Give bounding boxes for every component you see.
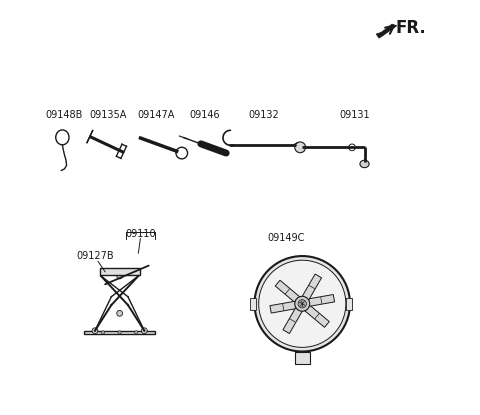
FancyBboxPatch shape (346, 298, 352, 310)
FancyBboxPatch shape (100, 268, 140, 275)
Circle shape (117, 310, 122, 316)
Circle shape (92, 328, 98, 334)
FancyBboxPatch shape (84, 331, 155, 334)
Polygon shape (275, 280, 329, 327)
Circle shape (298, 300, 306, 308)
Polygon shape (270, 295, 335, 313)
Circle shape (134, 331, 138, 334)
Circle shape (117, 273, 122, 279)
Circle shape (254, 256, 350, 352)
Circle shape (118, 331, 121, 334)
Text: 09147A: 09147A (137, 110, 174, 120)
Text: FR.: FR. (396, 19, 426, 37)
FancyBboxPatch shape (251, 298, 256, 310)
Text: 09110: 09110 (126, 229, 156, 239)
Text: 09131: 09131 (340, 110, 370, 120)
FancyBboxPatch shape (295, 352, 310, 364)
Text: 09132: 09132 (248, 110, 279, 120)
Text: 09135A: 09135A (90, 110, 127, 120)
Text: 09127B: 09127B (76, 251, 114, 261)
Circle shape (295, 142, 306, 153)
Text: 09146: 09146 (190, 110, 220, 120)
Circle shape (259, 260, 346, 347)
Circle shape (295, 296, 310, 311)
Circle shape (101, 331, 105, 334)
Circle shape (142, 328, 147, 334)
Text: 09149C: 09149C (267, 233, 304, 243)
Polygon shape (283, 274, 322, 334)
Ellipse shape (360, 160, 369, 168)
Polygon shape (376, 24, 397, 38)
Text: 09148B: 09148B (45, 110, 83, 120)
